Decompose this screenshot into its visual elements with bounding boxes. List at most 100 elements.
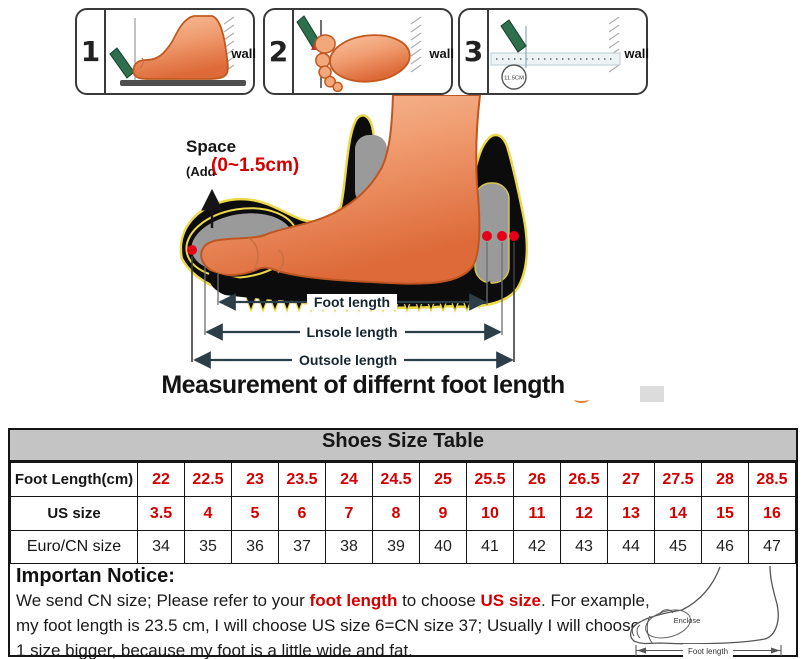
size-cell: 44 (607, 530, 655, 564)
wall-label-2: wall (429, 46, 454, 61)
measure-step-panel-3: 3 11.5CM wall (458, 8, 649, 95)
ruler (490, 52, 621, 66)
size-cell: 46 (701, 530, 749, 564)
measurement-diagram (179, 95, 529, 369)
foot-side-profile (132, 15, 229, 80)
step-3-art: 11.5CM wall (489, 10, 649, 93)
notice-heading: Importan Notice: (16, 565, 175, 587)
size-cell: 39 (372, 530, 420, 564)
size-cell: 27 (607, 462, 655, 497)
size-cell: 40 (419, 530, 467, 564)
label-bg (683, 644, 733, 657)
notice-section: Importan Notice: We send CN size; Please… (10, 564, 796, 659)
sketch-enclose-label: Enclose (674, 616, 701, 625)
pencil-icon (500, 19, 527, 53)
outsole-length-label: Outsole length (268, 352, 428, 368)
space-add-value: (0~1.5cm) (211, 155, 300, 176)
size-cell: 7 (325, 496, 373, 531)
size-cell: 9 (419, 496, 467, 531)
size-table-title: Shoes Size Table (10, 430, 796, 462)
enclose-oval (645, 609, 691, 639)
toe-crease (139, 57, 144, 69)
measure-callout-text: 11.5CM (504, 76, 524, 82)
space-add-prefix: (Add (186, 164, 216, 179)
notice-line-1: We send CN size; Please refer to your fo… (16, 591, 650, 610)
measure-step-panel-1: 1 wall (75, 8, 256, 95)
toe-crease (248, 237, 259, 272)
table-row: Euro/CN size 34 35 36 37 38 39 40 41 42 43 44 45 46 47 (10, 530, 796, 564)
size-cell: 12 (560, 496, 608, 531)
size-cell: 37 (278, 530, 326, 564)
size-cell: 41 (466, 530, 514, 564)
table-row: US size 3.5 4 5 6 7 8 9 10 11 12 13 14 15 16 (10, 496, 796, 531)
size-cell: 35 (184, 530, 232, 564)
foot-length-highlight: foot length (309, 591, 398, 610)
arrowhead-right (771, 647, 780, 654)
size-cell: 22.5 (184, 462, 232, 497)
size-cell: 43 (560, 530, 608, 564)
step-number-3: 3 (460, 10, 489, 93)
size-cell: 26.5 (560, 462, 608, 497)
watermark-remnant-2 (574, 396, 589, 403)
size-cell: 26 (513, 462, 561, 497)
size-cell: 45 (654, 530, 702, 564)
size-cell: 24 (325, 462, 373, 497)
row-label: Foot Length(cm) (10, 462, 138, 497)
size-cell: 28.5 (748, 462, 796, 497)
wall-hatch (410, 16, 422, 73)
step-number-1: 1 (77, 10, 106, 93)
size-cell: 13 (607, 496, 655, 531)
foot-outline (629, 565, 779, 645)
notice-line-2: my foot length is 23.5 cm, I will choose… (16, 616, 641, 635)
size-table: Foot Length(cm) 22 22.5 23 23.5 24 24.5 25 25.5 2… (10, 462, 796, 564)
toe-lines (631, 615, 653, 644)
pencil-icon (109, 47, 135, 79)
size-cell: 14 (654, 496, 702, 531)
foot-sketch: Foot length Enclose (629, 565, 782, 657)
notice-line-3: 1 size bigger, because my foot is a litt… (16, 641, 413, 659)
size-cell: 4 (184, 496, 232, 531)
size-cell: 25.5 (466, 462, 514, 497)
size-cell: 5 (231, 496, 279, 531)
ball-crease (277, 249, 285, 274)
size-cell: 23 (231, 462, 279, 497)
instep-bump (659, 609, 674, 615)
us-size-highlight: US size (480, 591, 542, 610)
wall-label-1: wall (231, 46, 256, 61)
size-cell: 28 (701, 462, 749, 497)
step2-illustration (296, 15, 422, 92)
size-table-box: Shoes Size Table Foot Length(cm) 22 22.5 23… (8, 428, 798, 659)
foot-length-label: Foot length (272, 294, 432, 310)
step1-illustration (109, 15, 246, 86)
measure-points (187, 231, 519, 255)
size-cell: 8 (372, 496, 420, 531)
table-row: Foot Length(cm) 22 22.5 23 23.5 24 24.5 25 25.5 2… (10, 462, 796, 497)
foot-top-view (314, 34, 411, 92)
diagram-title: Measurement of differnt foot length (161, 371, 565, 399)
size-cell: 11 (513, 496, 561, 531)
size-cell: 27.5 (654, 462, 702, 497)
size-cell: 16 (748, 496, 796, 531)
floor-bar (120, 80, 246, 86)
row-label: US size (10, 496, 138, 531)
insole-length-label: Lnsole length (272, 324, 432, 340)
size-cell: 6 (278, 496, 326, 531)
size-cell: 36 (231, 530, 279, 564)
size-cell: 47 (748, 530, 796, 564)
step-1-art: wall (106, 10, 256, 93)
size-cell: 38 (325, 530, 373, 564)
size-cell: 10 (466, 496, 514, 531)
guide-lines (191, 242, 515, 362)
watermark-remnant (640, 386, 664, 402)
step-2-art: wall (294, 10, 454, 93)
size-cell: 34 (137, 530, 185, 564)
size-cell: 25 (419, 462, 467, 497)
size-cell: 15 (701, 496, 749, 531)
foot-illustration (200, 95, 482, 285)
measure-callout-circle (501, 64, 527, 90)
arrowhead-left (637, 647, 646, 654)
size-cell: 24.5 (372, 462, 420, 497)
step3-illustration: 11.5CM (490, 16, 621, 90)
step-number-2: 2 (265, 10, 294, 93)
